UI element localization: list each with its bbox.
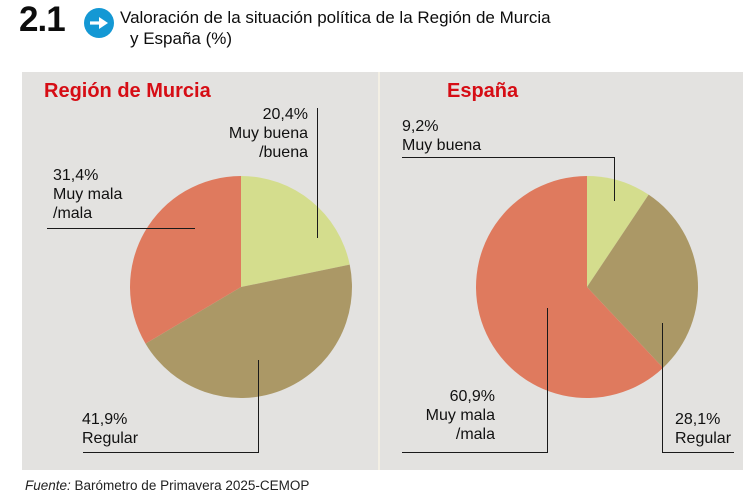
pie-title-espana: España bbox=[447, 80, 519, 102]
pie-title-murcia: Región de Murcia bbox=[44, 80, 211, 102]
source-text: Barómetro de Primavera 2025-CEMOP bbox=[70, 478, 310, 493]
chart-panel: Región de Murcia 20,4% Muy buena /buena … bbox=[22, 72, 743, 470]
label-espana-mala: 60,9% Muy mala /mala bbox=[425, 388, 495, 443]
panel-divider bbox=[378, 72, 380, 470]
figure-title: Valoración de la situación política de l… bbox=[120, 7, 551, 49]
figure-number: 2.1 bbox=[19, 0, 66, 39]
figure-title-line2: y España (%) bbox=[130, 29, 233, 48]
leader-line-espana-regular bbox=[662, 323, 734, 453]
source-note: Fuente: Barómetro de Primavera 2025-CEMO… bbox=[25, 478, 309, 493]
source-label: Fuente: bbox=[25, 478, 71, 493]
leader-line-murcia-mala bbox=[47, 228, 195, 229]
label-espana-buena: 9,2% Muy buena bbox=[402, 118, 482, 154]
leader-line-murcia-regular bbox=[83, 360, 259, 453]
label-murcia-regular: 41,9% Regular bbox=[82, 411, 139, 447]
pie-slice-muy-mala-mala bbox=[130, 176, 241, 344]
leader-line-espana-buena bbox=[402, 157, 615, 201]
arrow-right-circle-icon bbox=[84, 8, 114, 38]
label-espana-regular: 28,1% Regular bbox=[675, 411, 732, 447]
leader-line-espana-mala bbox=[402, 308, 548, 453]
pie-slice-muy-buena-buena bbox=[241, 176, 350, 287]
pie-chart-espana bbox=[476, 176, 699, 398]
leader-line-murcia-buena bbox=[317, 108, 318, 238]
label-murcia-mala: 31,4% Muy mala /mala bbox=[53, 167, 123, 222]
pie-chart-murcia bbox=[130, 176, 352, 398]
label-murcia-buena: 20,4% Muy buena /buena bbox=[228, 106, 308, 161]
pie-slice-regular bbox=[145, 264, 352, 398]
pie-slice-muy-mala-mala bbox=[476, 176, 664, 398]
pie-slice-muy-buena bbox=[587, 176, 649, 287]
figure-title-line1: Valoración de la situación política de l… bbox=[120, 8, 551, 27]
pie-slice-regular bbox=[587, 194, 699, 368]
